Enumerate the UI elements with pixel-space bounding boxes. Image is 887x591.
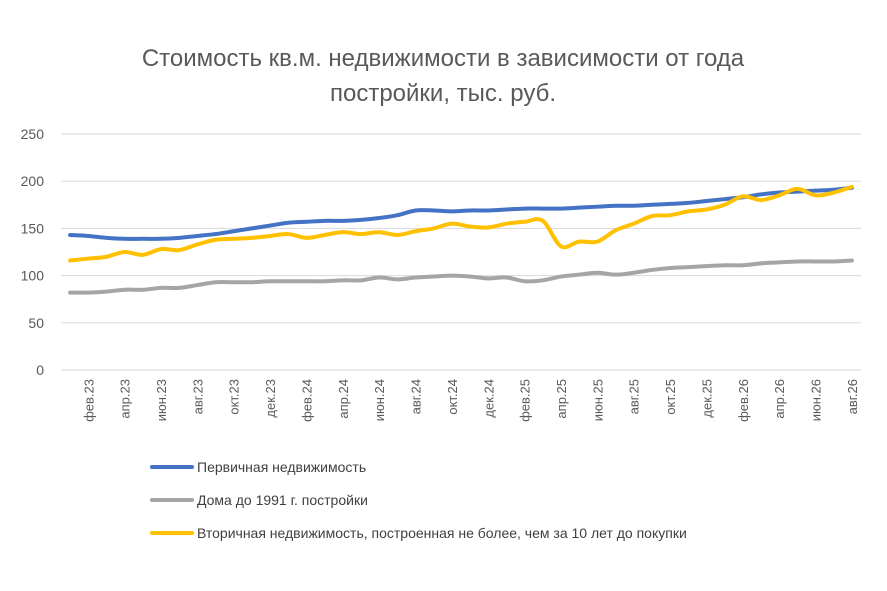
x-tick-label: дек.25 <box>699 379 714 418</box>
chart-title-line-1: Стоимость кв.м. недвижимости в зависимос… <box>142 45 745 72</box>
x-tick-label: окт.24 <box>445 379 460 415</box>
legend-label: Первичная недвижимость <box>197 459 366 475</box>
series-line-pre-1991 <box>68 258 854 295</box>
x-tick-label: авг.26 <box>845 379 860 414</box>
x-tick-label: июн.26 <box>809 379 824 421</box>
x-tick-label: июн.23 <box>154 379 169 421</box>
x-tick-label: апр.26 <box>772 379 787 419</box>
y-tick-label: 200 <box>21 173 45 189</box>
x-tick-label: авг.24 <box>409 379 424 414</box>
y-tick-label: 250 <box>21 126 45 142</box>
x-axis: фев.23 апр.23 июн.23 авг.23 окт.23 дек.23 фев.… <box>81 379 860 422</box>
y-tick-label: 150 <box>21 220 45 236</box>
x-tick-label: апр.23 <box>118 379 133 419</box>
x-tick-label: авг.23 <box>190 379 205 414</box>
x-tick-label: фев.26 <box>736 379 751 422</box>
x-tick-label: фев.24 <box>299 379 314 422</box>
x-tick-label: фев.25 <box>518 379 533 422</box>
x-tick-label: апр.24 <box>336 379 351 419</box>
legend-label: Дома до 1991 г. постройки <box>197 492 368 508</box>
x-tick-label: апр.25 <box>554 379 569 419</box>
x-tick-label: дек.23 <box>263 379 278 418</box>
chart-title-line-2: постройки, тыс. руб. <box>330 80 556 107</box>
legend-label: Вторичная недвижимость, построенная не б… <box>197 525 687 541</box>
legend: Первичная недвижимость Дома до 1991 г. по… <box>150 459 687 541</box>
x-tick-label: фев.23 <box>81 379 96 422</box>
y-tick-label: 0 <box>36 362 44 378</box>
y-axis: 0 50 100 150 200 250 <box>21 126 45 378</box>
x-tick-label: окт.25 <box>663 379 678 415</box>
x-tick-label: авг.25 <box>627 379 642 414</box>
x-tick-label: июн.24 <box>372 379 387 421</box>
series-line-primary <box>68 185 854 241</box>
y-tick-label: 100 <box>21 268 45 284</box>
x-tick-label: окт.23 <box>227 379 242 415</box>
x-tick-label: дек.24 <box>481 379 496 418</box>
y-tick-label: 50 <box>28 315 44 331</box>
x-tick-label: июн.25 <box>590 379 605 421</box>
series-lines <box>68 184 854 295</box>
series-line-secondary-new <box>68 184 854 263</box>
gridlines <box>61 133 861 371</box>
